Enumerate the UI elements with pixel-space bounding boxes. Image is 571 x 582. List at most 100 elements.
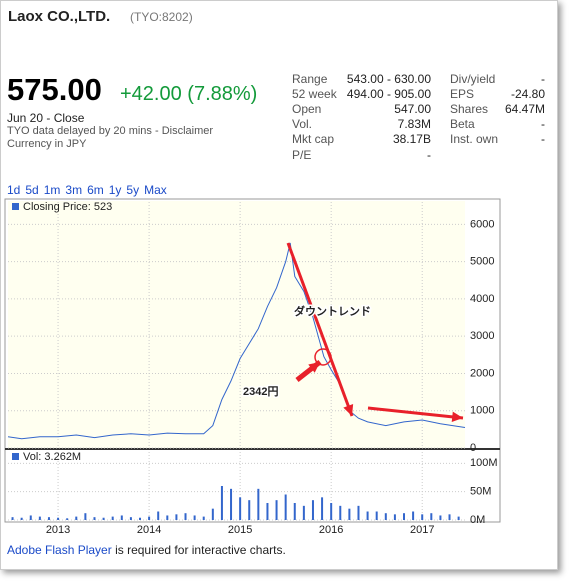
- volume-bar: [175, 514, 178, 520]
- volume-bar: [284, 494, 287, 520]
- volume-bar: [266, 503, 269, 520]
- x-tick-label: 2015: [228, 524, 252, 536]
- volume-bar: [439, 515, 442, 520]
- volume-bar: [403, 513, 406, 520]
- range-link[interactable]: Max: [144, 183, 167, 197]
- volume-bar: [311, 500, 314, 520]
- y-tick-label: 0: [470, 442, 476, 454]
- footer: Adobe Flash Player is required for inter…: [7, 543, 286, 557]
- legend-swatch: [12, 453, 19, 460]
- stat-value: -: [541, 132, 545, 146]
- stat-label: Shares: [450, 102, 489, 116]
- volume-bar: [20, 517, 23, 520]
- annotation-arrow: [367, 406, 464, 420]
- y-tick-label: 5000: [470, 256, 494, 268]
- volume-bar: [84, 513, 87, 520]
- arrow-head: [451, 411, 463, 423]
- volume-bar: [29, 515, 32, 520]
- volume-bar: [166, 515, 169, 520]
- range-link[interactable]: 3m: [65, 183, 83, 197]
- y-tick-label: 3000: [470, 330, 494, 342]
- volume-bar: [302, 505, 305, 520]
- x-tick-label: 2014: [137, 524, 161, 536]
- stat-value: -24.80: [510, 87, 545, 101]
- volume-bar: [57, 517, 60, 520]
- range-link[interactable]: 6m: [87, 183, 104, 197]
- price-line: [7, 242, 466, 440]
- stat-label: Mkt cap: [292, 132, 335, 146]
- volume-bar: [330, 503, 333, 520]
- stat-value: 543.00 - 630.00: [346, 72, 431, 86]
- company-title: Laox CO.,LTD.: [8, 8, 111, 25]
- annotation-circle: [314, 348, 332, 366]
- volume-bar: [257, 488, 260, 520]
- volume-bar: [384, 513, 387, 520]
- volume-bar: [366, 511, 369, 520]
- arrow-head: [343, 404, 354, 416]
- stat-value: 494.00 - 905.00: [346, 87, 431, 101]
- stat-label: Range: [292, 72, 328, 86]
- legend-swatch: [12, 203, 19, 210]
- volume-bar: [75, 516, 78, 520]
- range-link[interactable]: 1d: [7, 183, 21, 197]
- stat-value: -: [427, 148, 431, 162]
- stat-label: Div/yield: [450, 72, 496, 86]
- annotation: 2342円: [243, 385, 278, 398]
- stat-value: 64.47M: [504, 102, 545, 116]
- x-tick-label: 2017: [410, 524, 434, 536]
- volume-bar: [348, 508, 351, 520]
- stat-label: Beta: [450, 117, 475, 131]
- volume-bar: [375, 511, 378, 520]
- range-link[interactable]: 5d: [25, 183, 39, 197]
- stat-value: -: [541, 117, 545, 131]
- stat-label: Inst. own: [450, 132, 499, 146]
- volume-bar: [457, 516, 460, 520]
- volume-bar: [93, 517, 96, 520]
- volume-bar: [220, 486, 223, 520]
- range-link[interactable]: 5y: [126, 183, 140, 197]
- price: 575.00: [7, 72, 102, 107]
- stat-value: 38.17B: [392, 132, 431, 146]
- volume-bar: [120, 515, 123, 520]
- range-link[interactable]: 1m: [43, 183, 61, 197]
- stat-label: 52 week: [292, 87, 337, 101]
- volume-bar: [157, 511, 160, 520]
- volume-bar: [111, 516, 114, 520]
- volume-bar: [102, 517, 105, 520]
- volume-bar: [239, 497, 242, 520]
- volume-bar: [357, 505, 360, 520]
- stat-value: 7.83M: [397, 117, 431, 131]
- y-tick-label: 50M: [470, 486, 491, 498]
- range-links: 1d 5d 1m 3m 6m 1y 5y Max: [7, 183, 172, 197]
- volume-bar: [293, 503, 296, 520]
- x-tick-label: 2013: [46, 524, 70, 536]
- stat-value: 547.00: [394, 102, 431, 116]
- legend-label: Closing Price: 523: [23, 201, 112, 213]
- annotation-arrow: [286, 242, 354, 417]
- y-tick-label: 6000: [470, 218, 494, 230]
- arrow-head: [308, 362, 320, 373]
- y-tick-label: 1000: [470, 405, 494, 417]
- volume-bar: [202, 516, 205, 520]
- volume-bar: [47, 517, 50, 520]
- stat-label: P/E: [292, 148, 312, 162]
- y-tick-label: 0M: [470, 514, 485, 526]
- stat-value: -: [541, 72, 545, 86]
- annotation: ダウントレンド: [294, 304, 371, 318]
- stat-label: Vol.: [292, 117, 313, 131]
- volume-bar: [248, 500, 251, 520]
- y-tick-label: 100M: [470, 457, 498, 469]
- volume-bar: [148, 516, 151, 520]
- close-date: Jun 20 - Close: [7, 111, 85, 125]
- volume-bar: [139, 517, 142, 520]
- volume-bar: [421, 514, 424, 520]
- flash-link[interactable]: Adobe Flash Player: [7, 543, 112, 557]
- currency: Currency in JPY: [7, 138, 87, 150]
- volume-bar: [339, 505, 342, 520]
- x-tick-label: 2016: [319, 524, 343, 536]
- range-link[interactable]: 1y: [108, 183, 122, 197]
- stat-label: EPS: [450, 87, 475, 101]
- volume-bar: [393, 514, 396, 520]
- chart: 0 1000 2000 3000 4000 5000 6000 Closing Price: …: [4, 198, 501, 536]
